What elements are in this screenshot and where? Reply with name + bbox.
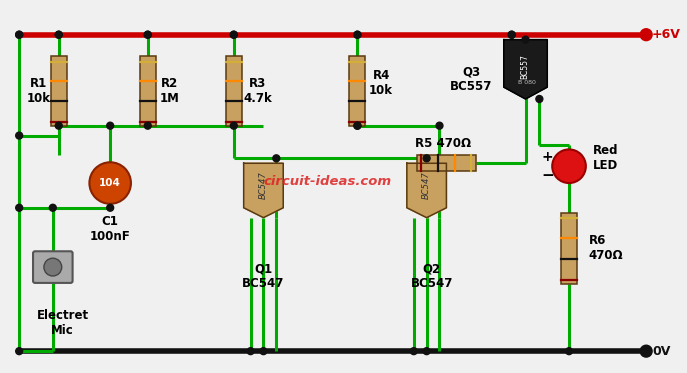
Circle shape [508, 31, 515, 38]
Circle shape [89, 162, 131, 204]
Text: −: − [541, 167, 554, 183]
Circle shape [273, 155, 280, 162]
Circle shape [106, 204, 113, 211]
Circle shape [230, 122, 237, 129]
Circle shape [423, 348, 430, 355]
Circle shape [640, 29, 652, 41]
Circle shape [106, 122, 113, 129]
Text: Electret
Mic: Electret Mic [36, 308, 89, 337]
Text: +6V: +6V [652, 28, 681, 41]
Circle shape [354, 122, 361, 129]
Polygon shape [244, 163, 283, 218]
Circle shape [16, 348, 23, 355]
Circle shape [354, 122, 361, 129]
Text: BC547: BC547 [259, 172, 268, 200]
Circle shape [144, 31, 151, 38]
Circle shape [536, 95, 543, 103]
Circle shape [55, 122, 63, 129]
Circle shape [354, 31, 361, 38]
Bar [417, 155, 476, 171]
Text: R5 470Ω: R5 470Ω [415, 137, 471, 150]
Text: R1
10k: R1 10k [27, 77, 51, 105]
Text: 104: 104 [99, 178, 121, 188]
Text: +: + [541, 150, 553, 164]
Bar [561, 213, 577, 284]
Circle shape [522, 36, 529, 43]
Circle shape [565, 348, 572, 355]
FancyBboxPatch shape [33, 251, 73, 283]
Circle shape [423, 155, 430, 162]
Circle shape [230, 31, 237, 38]
Text: BC557: BC557 [520, 54, 529, 79]
Bar [226, 56, 242, 126]
Circle shape [16, 31, 23, 38]
Polygon shape [407, 163, 447, 218]
Circle shape [144, 31, 151, 38]
Text: circuit-ideas.com: circuit-ideas.com [264, 175, 392, 188]
Circle shape [354, 31, 361, 38]
Circle shape [144, 122, 151, 129]
Circle shape [640, 345, 652, 357]
Circle shape [247, 348, 254, 355]
Circle shape [436, 122, 443, 129]
Circle shape [44, 258, 62, 276]
Circle shape [55, 31, 63, 38]
Circle shape [16, 204, 23, 211]
Polygon shape [504, 40, 548, 99]
Circle shape [552, 150, 586, 183]
Text: C1
100nF: C1 100nF [90, 215, 131, 243]
Text: Q2
BC547: Q2 BC547 [410, 262, 453, 290]
Bar [350, 56, 365, 126]
Text: BC547: BC547 [422, 172, 431, 200]
Circle shape [230, 31, 237, 38]
Text: 0V: 0V [652, 345, 671, 358]
Text: Red
LED: Red LED [593, 144, 618, 172]
Circle shape [55, 31, 63, 38]
Text: Q3
BC557: Q3 BC557 [450, 65, 493, 93]
Text: R4
10k: R4 10k [369, 69, 393, 97]
Text: B 080: B 080 [517, 80, 535, 85]
Text: R2
1M: R2 1M [159, 77, 179, 105]
Text: Q1
BC547: Q1 BC547 [243, 262, 284, 290]
Circle shape [260, 348, 267, 355]
Bar [140, 56, 156, 126]
Circle shape [16, 132, 23, 139]
Circle shape [49, 204, 56, 211]
Text: R3
4.7k: R3 4.7k [243, 77, 272, 105]
Circle shape [410, 348, 417, 355]
Text: R6
470Ω: R6 470Ω [589, 234, 623, 262]
Bar [51, 56, 67, 126]
Circle shape [16, 31, 23, 38]
Circle shape [508, 31, 515, 38]
